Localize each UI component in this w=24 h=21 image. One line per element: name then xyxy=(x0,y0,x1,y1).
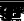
Text: Peak 2: Peak 2 xyxy=(13,0,24,16)
Text: Fig. 2: Fig. 2 xyxy=(0,1,24,20)
Text: Peak 1: Peak 1 xyxy=(6,0,24,15)
Text: x10³: x10³ xyxy=(1,19,24,21)
Text: C: C xyxy=(3,4,19,21)
Text: Peak 3: Peak 3 xyxy=(18,0,24,15)
Text: B: B xyxy=(3,0,19,21)
